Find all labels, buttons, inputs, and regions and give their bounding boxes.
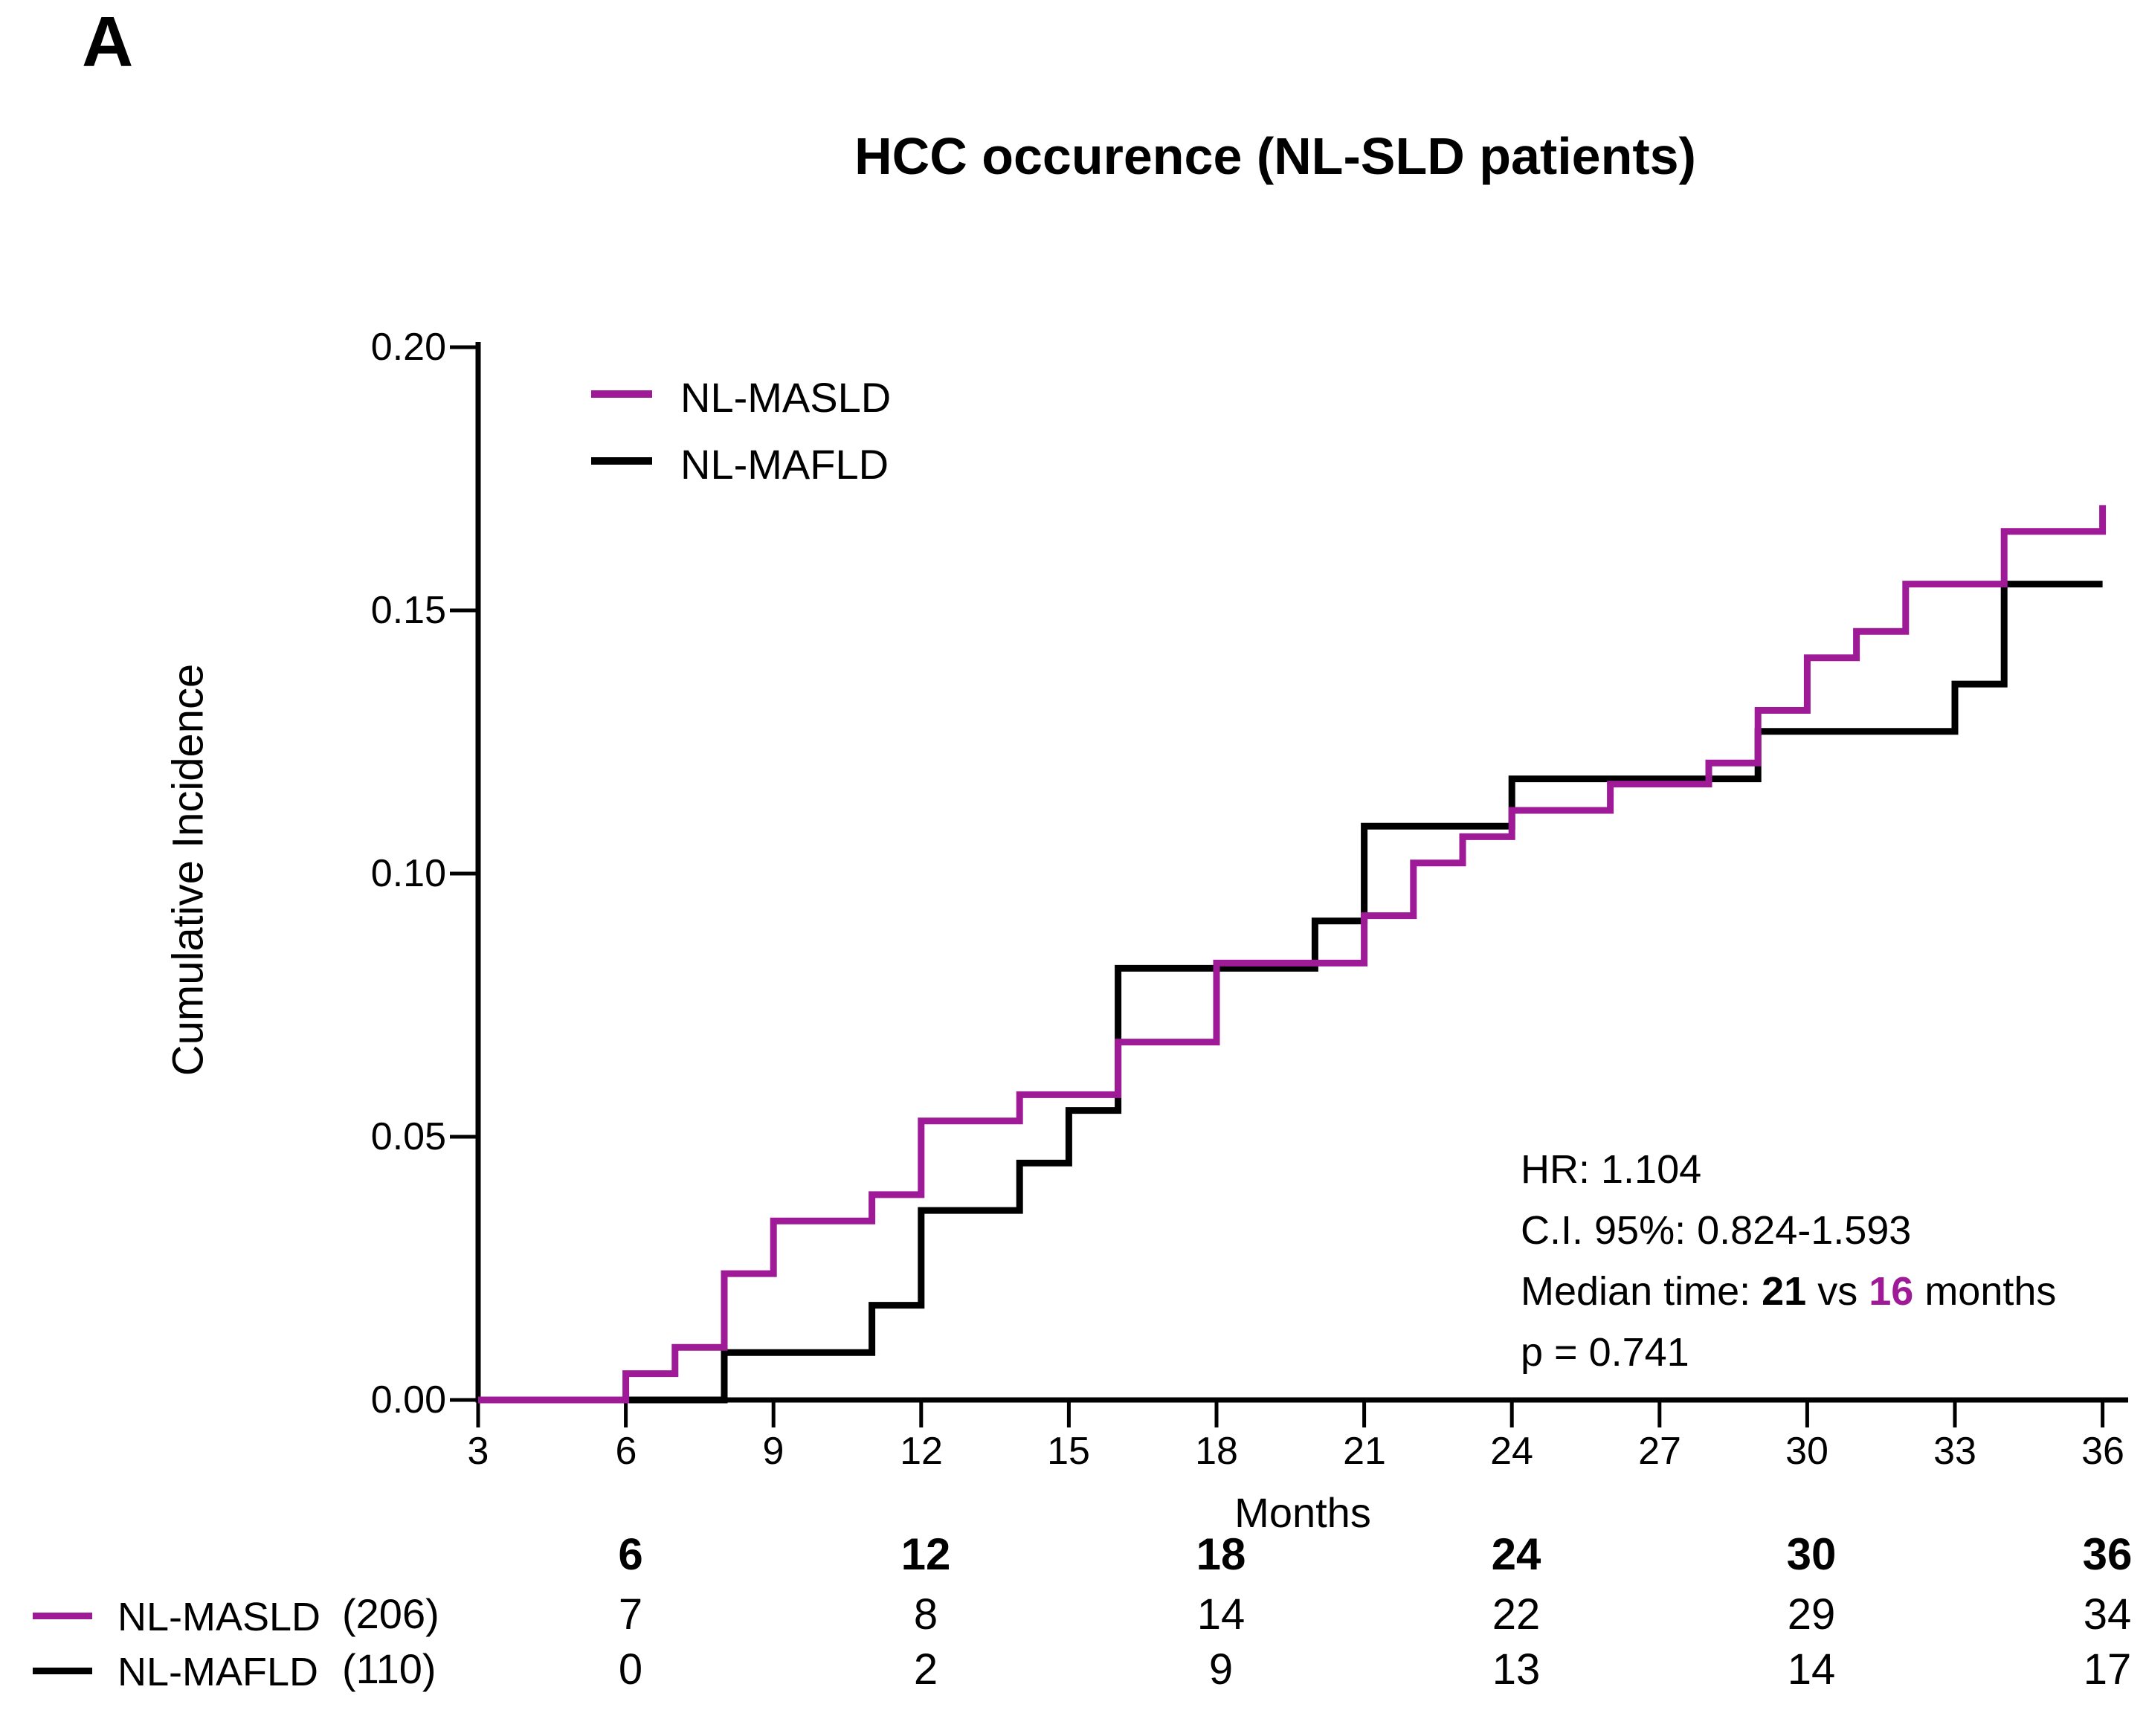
nl-masld-legend-label: NL-MASLD [680, 374, 892, 421]
median-value-mafld: 21 [1762, 1269, 1807, 1314]
risk-value-nl-mafld: 13 [1492, 1645, 1541, 1694]
x-axis-title: Months [1234, 1489, 1371, 1536]
risk-column-header: 6 [618, 1529, 643, 1579]
risk-row-n-masld: (206) [342, 1590, 439, 1637]
risk-value-nl-mafld: 0 [618, 1645, 643, 1694]
risk-value-nl-masld: 29 [1787, 1590, 1836, 1639]
hr-line: HR: 1.104 [1521, 1147, 1702, 1192]
stats-annotation: HR: 1.104 C.I. 95%: 0.824-1.593 Median t… [1521, 1139, 2056, 1383]
nl-masld-legend-line [591, 390, 652, 398]
x-tick-label: 36 [2081, 1430, 2124, 1473]
chart-title: HCC occurence (NL-SLD patients) [854, 127, 1696, 185]
nl-mafld-table-line [33, 1668, 92, 1674]
panel-letter: A [82, 2, 134, 82]
median-time-line: Median time: 21 vs 16 months [1521, 1261, 2056, 1322]
median-suffix: months [1913, 1269, 2057, 1314]
x-tick-label: 12 [900, 1430, 943, 1473]
x-tick-label: 33 [1933, 1430, 1976, 1473]
risk-value-nl-masld: 34 [2083, 1590, 2132, 1639]
nl-masld-table-line [33, 1613, 92, 1619]
x-tick-label: 21 [1343, 1430, 1386, 1473]
median-prefix: Median time: [1521, 1269, 1762, 1314]
risk-row-label-masld: NL-MASLD [117, 1595, 321, 1639]
y-tick-label: 0.15 [370, 589, 446, 632]
risk-row-label-mafld: NL-MAFLD [117, 1650, 319, 1694]
risk-value-nl-masld: 8 [913, 1590, 938, 1639]
risk-value-nl-mafld: 14 [1787, 1645, 1836, 1694]
median-value-masld: 16 [1869, 1269, 1914, 1314]
nl-mafld-legend-line [591, 457, 652, 465]
risk-column-header: 18 [1196, 1529, 1246, 1579]
median-vs: vs [1806, 1269, 1869, 1314]
risk-value-nl-mafld: 9 [1208, 1645, 1234, 1694]
risk-column-header: 30 [1786, 1529, 1837, 1579]
risk-column-header: 36 [2082, 1529, 2133, 1579]
risk-row-n-mafld: (110) [342, 1645, 436, 1692]
y-tick-label: 0.10 [370, 852, 446, 895]
y-tick-label: 0.20 [370, 326, 446, 369]
risk-value-nl-mafld: 2 [913, 1645, 938, 1694]
x-tick-label: 3 [467, 1430, 489, 1473]
risk-column-header: 24 [1491, 1529, 1541, 1579]
p-value-line: p = 0.741 [1521, 1330, 1689, 1375]
nl-masld-curve [478, 505, 2107, 1404]
x-tick-label: 27 [1638, 1430, 1681, 1473]
risk-value-nl-masld: 14 [1196, 1590, 1246, 1639]
risk-value-nl-masld: 7 [618, 1590, 643, 1639]
y-tick-label: 0.05 [370, 1115, 446, 1158]
x-tick-label: 18 [1195, 1430, 1238, 1473]
x-tick-label: 15 [1047, 1430, 1090, 1473]
risk-value-nl-mafld: 17 [2083, 1645, 2132, 1694]
x-tick-label: 9 [762, 1430, 784, 1473]
x-tick-label: 30 [1785, 1430, 1828, 1473]
risk-column-header: 12 [900, 1529, 951, 1579]
y-tick-label: 0.00 [370, 1378, 446, 1422]
x-tick-label: 6 [615, 1430, 637, 1473]
x-tick-label: 24 [1490, 1430, 1533, 1473]
ci-line: C.I. 95%: 0.824-1.593 [1521, 1208, 1912, 1253]
risk-value-nl-masld: 22 [1492, 1590, 1541, 1639]
nl-mafld-legend-label: NL-MAFLD [680, 441, 889, 488]
